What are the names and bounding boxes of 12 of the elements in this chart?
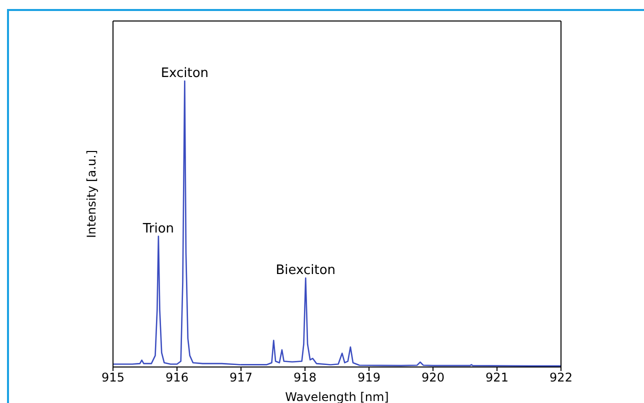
x-tick-label: 922 [550, 370, 572, 385]
x-tick-label: 918 [294, 370, 316, 385]
annotation: Biexciton [276, 263, 336, 278]
x-tick-label: 921 [486, 370, 508, 385]
annotation: Trion [142, 221, 174, 236]
x-tick-label: 920 [422, 370, 444, 385]
x-tick-label: 917 [230, 370, 252, 385]
x-tick-label: 915 [102, 370, 124, 385]
x-tick-label: 916 [166, 370, 188, 385]
annotation: Exciton [160, 66, 209, 82]
x-tick-label: 919 [358, 370, 380, 385]
y-axis-title: Intensity [a.u.] [84, 150, 98, 238]
